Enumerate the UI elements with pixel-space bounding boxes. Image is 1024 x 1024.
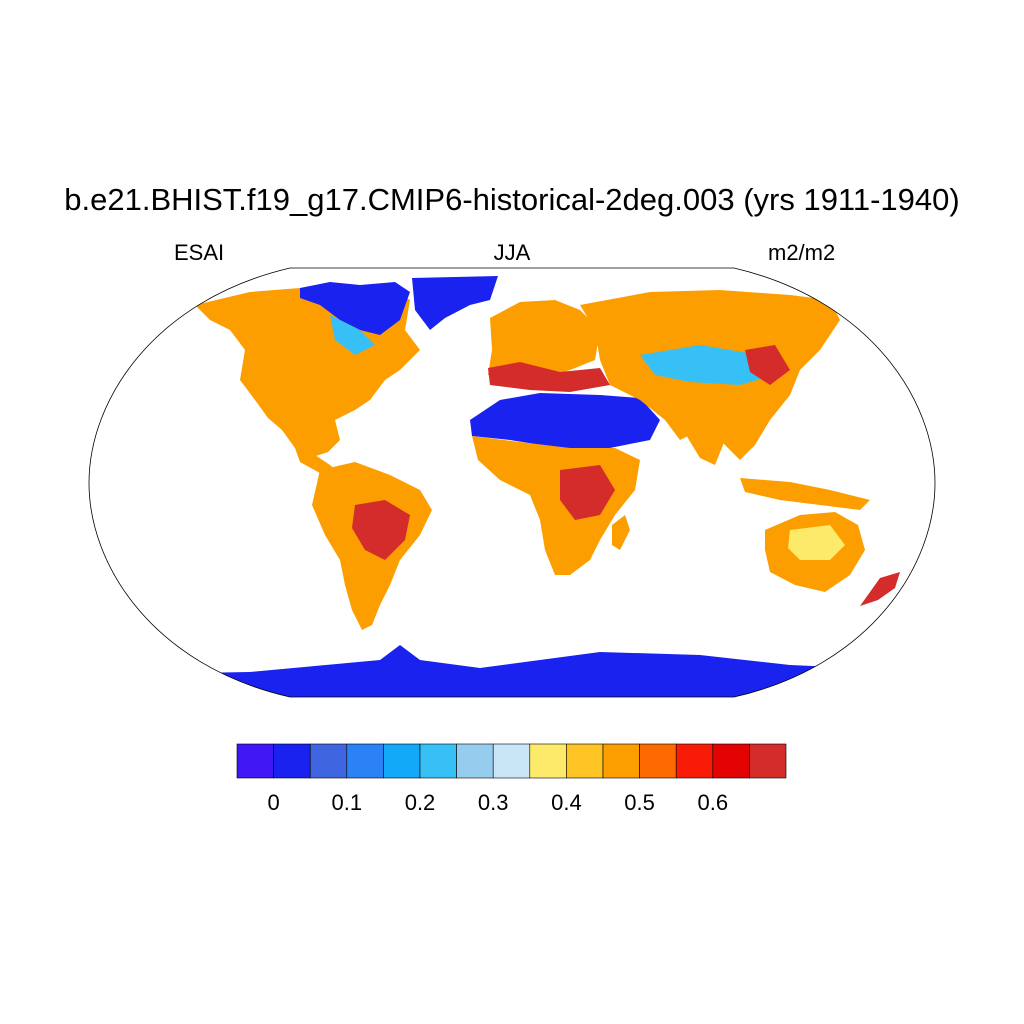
canadian-arctic [300, 282, 410, 335]
colorbar-tick-label: 0.5 [624, 790, 655, 815]
colorbar [236, 743, 787, 779]
colorbar-swatch [236, 743, 274, 779]
colorbar-swatch [712, 743, 750, 779]
india [680, 420, 725, 465]
colorbar-tick-label: 0.6 [698, 790, 729, 815]
madagascar [612, 515, 630, 550]
globe-outline [88, 267, 936, 698]
colorbar-swatch [675, 743, 714, 779]
colorbar-swatch [309, 743, 348, 779]
colorbar-tick-label: 0.4 [551, 790, 582, 815]
colorbar-swatch [492, 743, 531, 779]
colorbar-tick-label: 0.2 [405, 790, 436, 815]
colorbar-swatch [566, 743, 604, 779]
colorbar-swatch [529, 743, 567, 779]
indonesia [740, 478, 870, 510]
antarctica [89, 645, 935, 697]
colorbar-tick-label: 0 [267, 790, 279, 815]
colorbar-labels: 0 0.1 0.2 0.3 0.4 0.5 0.6 [267, 790, 728, 815]
brazil-red [352, 500, 410, 560]
variable-label: ESAI [174, 240, 225, 265]
new-zealand [860, 572, 900, 606]
greenland [412, 276, 498, 330]
colorbar-swatch [346, 743, 384, 779]
plot-title: b.e21.BHIST.f19_g17.CMIP6-historical-2de… [64, 182, 960, 217]
season-label: JJA [493, 240, 531, 265]
colorbar-swatch [602, 743, 640, 779]
sahara [470, 393, 660, 448]
africa-red [560, 465, 615, 520]
australia-yellow [788, 525, 845, 560]
siberia-blue [640, 345, 775, 385]
colorbar-tick-label: 0.1 [332, 790, 363, 815]
colorbar-swatch [419, 743, 457, 779]
mediterranean-red [488, 362, 610, 392]
colorbar-swatch [273, 743, 311, 779]
colorbar-tick-label: 0.3 [478, 790, 509, 815]
units-label: m2/m2 [768, 240, 836, 265]
asia-red [745, 345, 790, 385]
colorbar-swatch [456, 743, 494, 779]
colorbar-swatch [639, 743, 677, 779]
world-map [89, 268, 935, 697]
colorbar-swatch [749, 743, 787, 779]
colorbar-swatch [383, 743, 421, 779]
canadian-arctic-light [330, 315, 375, 355]
